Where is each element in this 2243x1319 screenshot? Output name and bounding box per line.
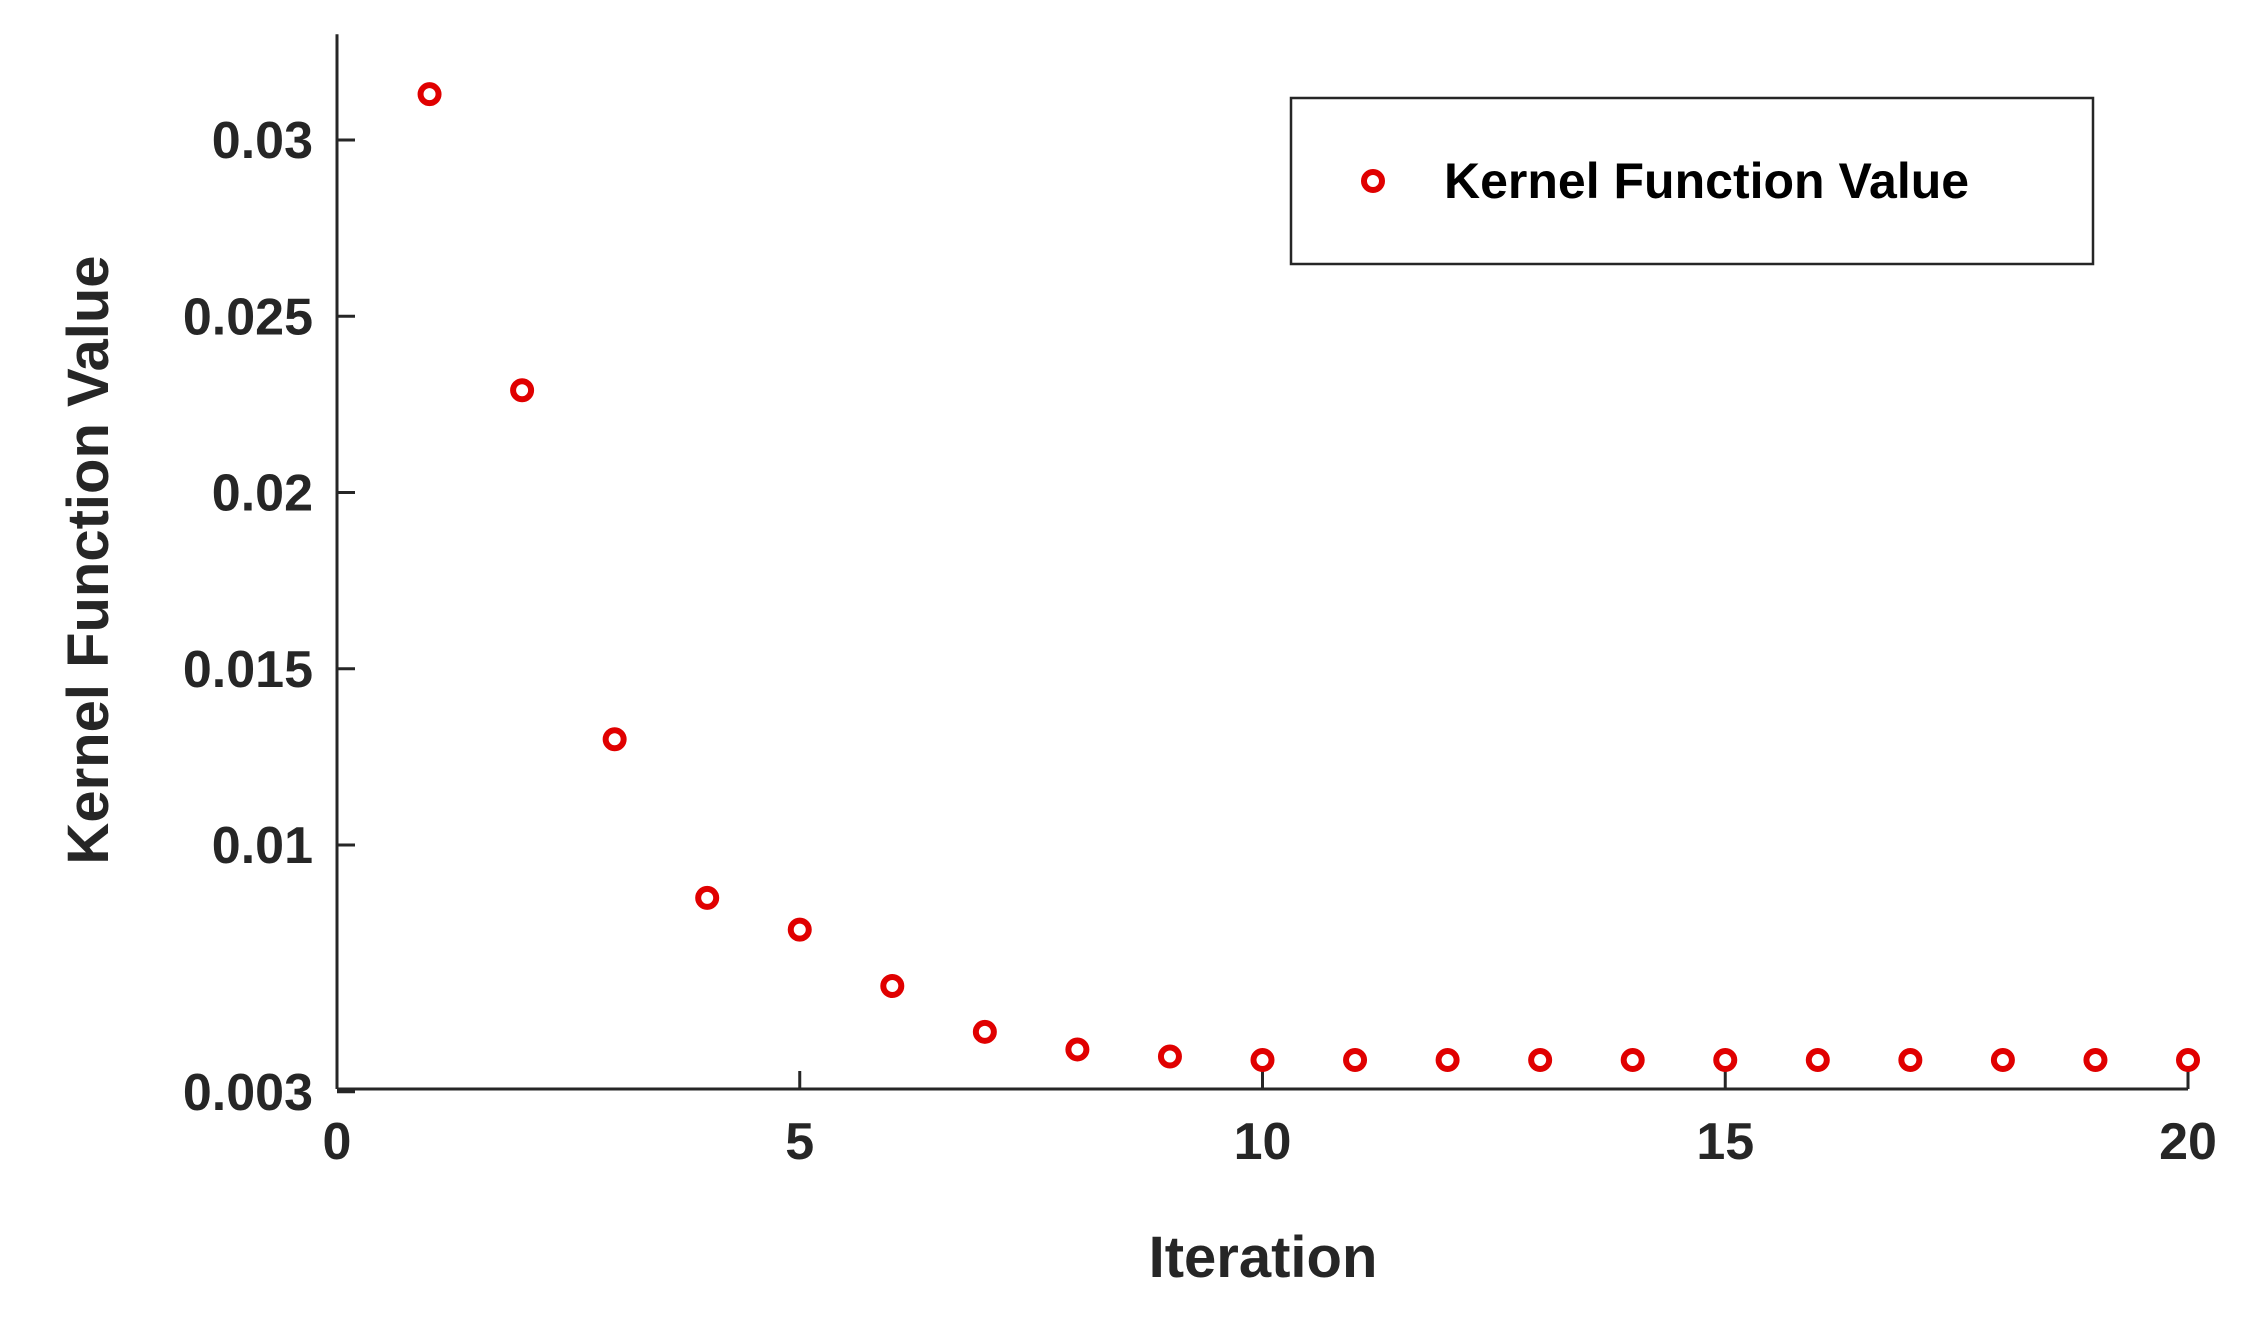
x-axis-ticks: 0 5 10 15 20 xyxy=(323,1071,2217,1171)
data-point xyxy=(972,1019,997,1044)
legend-label: Kernel Function Value xyxy=(1444,153,1969,209)
y-axis-title: Kernel Function Value xyxy=(56,255,121,864)
data-point xyxy=(787,917,812,942)
data-points xyxy=(417,82,2200,1073)
data-point xyxy=(1805,1048,1830,1073)
data-point xyxy=(602,727,627,752)
data-point xyxy=(1435,1048,1460,1073)
x-tick-label: 0 xyxy=(323,1113,352,1171)
legend-marker xyxy=(1361,169,1385,193)
data-point xyxy=(880,974,905,998)
data-point xyxy=(417,82,442,107)
y-tick-label: 0.01 xyxy=(212,817,313,875)
x-tick-label: 20 xyxy=(2159,1113,2217,1171)
y-tick-label: 0.015 xyxy=(183,641,313,699)
data-point xyxy=(1343,1048,1368,1073)
data-point xyxy=(2083,1048,2108,1073)
legend: Kernel Function Value xyxy=(1289,96,2095,266)
data-point xyxy=(1898,1048,1923,1073)
data-point xyxy=(1528,1048,1553,1073)
data-point xyxy=(1990,1048,2015,1073)
data-point xyxy=(1065,1037,1090,1062)
data-point xyxy=(1250,1048,1275,1073)
data-point xyxy=(695,885,720,910)
data-point xyxy=(2176,1048,2200,1073)
x-tick-label: 5 xyxy=(785,1113,814,1171)
data-point xyxy=(510,378,535,403)
x-axis-title: Iteration xyxy=(1149,1225,1378,1290)
x-tick-label: 15 xyxy=(1696,1113,1754,1171)
x-tick-label: 10 xyxy=(1234,1113,1292,1171)
y-tick-label: 0.03 xyxy=(212,112,313,170)
y-tick-label: 0.003 xyxy=(183,1064,313,1122)
data-point xyxy=(1713,1048,1738,1073)
data-point xyxy=(1157,1044,1182,1069)
y-tick-label: 0.02 xyxy=(212,465,313,523)
y-axis-ticks: 0.003 0.01 0.015 0.02 0.025 0.03 xyxy=(183,112,355,1122)
legend-box xyxy=(1289,96,2095,266)
data-point xyxy=(1620,1048,1645,1073)
y-tick-label: 0.025 xyxy=(183,288,313,346)
